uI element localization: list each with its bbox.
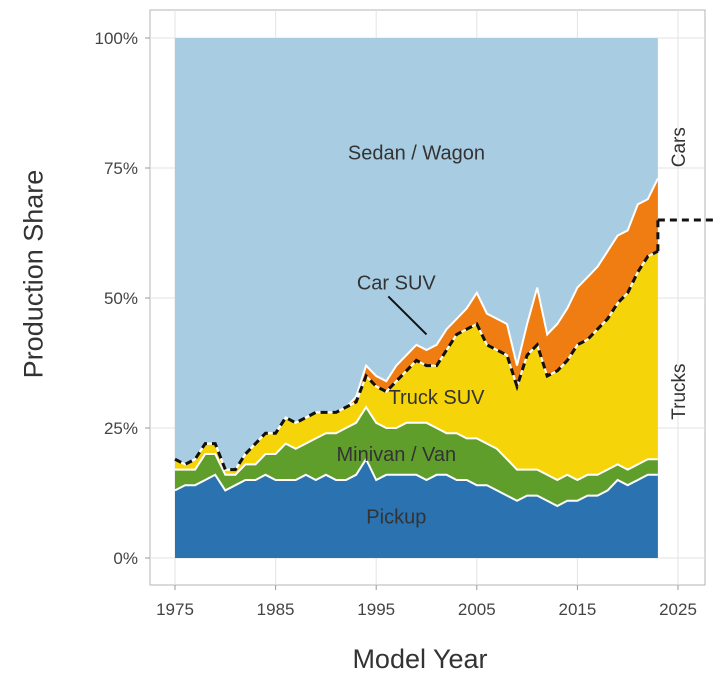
area-pickup bbox=[175, 459, 658, 558]
car-truck-boundary-line bbox=[174, 249, 659, 472]
side-label-cars: Cars bbox=[669, 127, 690, 167]
car-suv-pointer-line bbox=[387, 295, 428, 336]
area-sedan-wagon bbox=[175, 38, 658, 470]
side-label-trucks: Trucks bbox=[669, 363, 690, 419]
series-edge-line bbox=[175, 405, 658, 482]
series-label-car-suv: Car SUV bbox=[357, 272, 437, 294]
x-tick-label: 2015 bbox=[558, 600, 596, 619]
series-label-minivan-van: Minivan / Van bbox=[336, 444, 456, 466]
x-tick-label: 2005 bbox=[458, 600, 496, 619]
x-tick-label: 2025 bbox=[659, 600, 697, 619]
series-edge-line bbox=[174, 457, 658, 508]
series-label-truck-suv: Truck SUV bbox=[389, 387, 486, 409]
x-axis-title: Model Year bbox=[352, 644, 488, 674]
y-tick-label: 100% bbox=[95, 29, 138, 48]
x-tick-label: 1985 bbox=[257, 600, 295, 619]
y-axis-title: Production Share bbox=[18, 169, 49, 379]
y-tick-label: 25% bbox=[104, 419, 138, 438]
y-tick-label: 50% bbox=[104, 289, 138, 308]
y-tick-label: 75% bbox=[104, 159, 138, 178]
x-tick-label: 1975 bbox=[156, 600, 194, 619]
area-car-suv bbox=[175, 178, 658, 470]
x-tick-label: 1995 bbox=[357, 600, 395, 619]
area-minivan-van bbox=[175, 407, 658, 506]
y-tick-label: 0% bbox=[113, 549, 138, 568]
series-label-sedan-wagon: Sedan / Wagon bbox=[348, 142, 485, 164]
series-label-pickup: Pickup bbox=[366, 506, 426, 528]
